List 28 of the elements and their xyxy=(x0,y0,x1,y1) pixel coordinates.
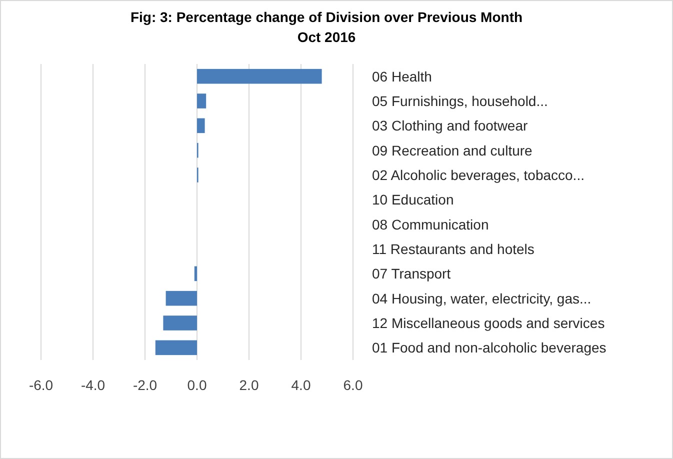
x-tick-label: -2.0 xyxy=(132,377,158,393)
bar xyxy=(197,68,322,84)
y-tick-label: 07 Transport xyxy=(372,266,451,282)
chart-subtitle: Oct 2016 xyxy=(297,29,356,45)
bar xyxy=(163,316,197,330)
y-tick-label: 05 Furnishings, household... xyxy=(372,93,548,109)
x-tick-label: -6.0 xyxy=(28,377,54,393)
y-tick-label: 03 Clothing and footwear xyxy=(372,118,528,134)
y-tick-label: 04 Housing, water, electricity, gas... xyxy=(372,290,592,306)
bar xyxy=(166,290,197,306)
bar xyxy=(197,118,205,134)
x-tick-label: 0.0 xyxy=(187,377,207,393)
x-tick-label: 2.0 xyxy=(239,377,259,393)
y-tick-label: 01 Food and non-alcoholic beverages xyxy=(372,340,606,356)
y-tick-label: 09 Recreation and culture xyxy=(372,142,533,158)
bar xyxy=(197,94,206,108)
bar xyxy=(194,266,197,282)
bar xyxy=(155,340,197,356)
y-tick-label: 11 Restaurants and hotels xyxy=(372,241,534,257)
x-tick-label: -4.0 xyxy=(80,377,106,393)
chart-title: Fig: 3: Percentage change of Division over Previous Month xyxy=(130,9,523,25)
y-tick-label: 06 Health xyxy=(372,68,432,84)
y-tick-label: 08 Communication xyxy=(372,216,489,232)
y-tick-label: 12 Miscellaneous goods and services xyxy=(372,315,605,331)
x-tick-label: 6.0 xyxy=(343,377,363,393)
y-tick-label: 10 Education xyxy=(372,192,454,208)
y-tick-label: 02 Alcoholic beverages, tobacco... xyxy=(372,167,584,183)
x-tick-label: 4.0 xyxy=(291,377,311,393)
